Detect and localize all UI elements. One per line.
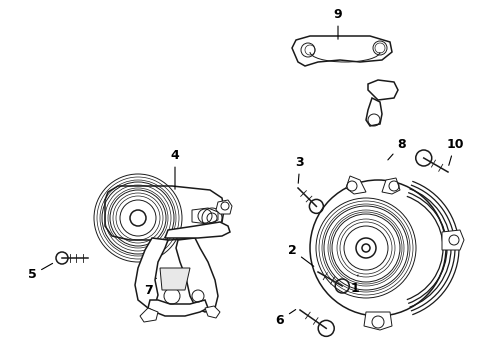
Polygon shape [176, 238, 218, 312]
Polygon shape [105, 186, 224, 240]
Polygon shape [366, 98, 382, 126]
Text: 1: 1 [351, 275, 359, 294]
Polygon shape [442, 230, 464, 250]
Polygon shape [165, 222, 230, 238]
Polygon shape [160, 268, 190, 290]
Text: 8: 8 [388, 138, 406, 160]
Polygon shape [368, 80, 398, 100]
Polygon shape [140, 308, 158, 322]
Polygon shape [216, 200, 232, 214]
Text: 2: 2 [288, 243, 314, 266]
Polygon shape [364, 312, 392, 330]
Text: 7: 7 [144, 278, 156, 297]
Text: 9: 9 [334, 8, 343, 39]
Polygon shape [292, 36, 392, 66]
Polygon shape [346, 176, 366, 194]
Polygon shape [205, 306, 220, 318]
Polygon shape [135, 238, 168, 308]
Text: 6: 6 [276, 310, 295, 327]
Text: 5: 5 [27, 264, 52, 282]
Circle shape [310, 180, 446, 316]
Text: 4: 4 [171, 149, 179, 189]
Polygon shape [148, 300, 208, 316]
Polygon shape [382, 178, 400, 194]
Text: 10: 10 [446, 138, 464, 165]
Text: 3: 3 [295, 156, 304, 183]
Polygon shape [192, 208, 218, 224]
